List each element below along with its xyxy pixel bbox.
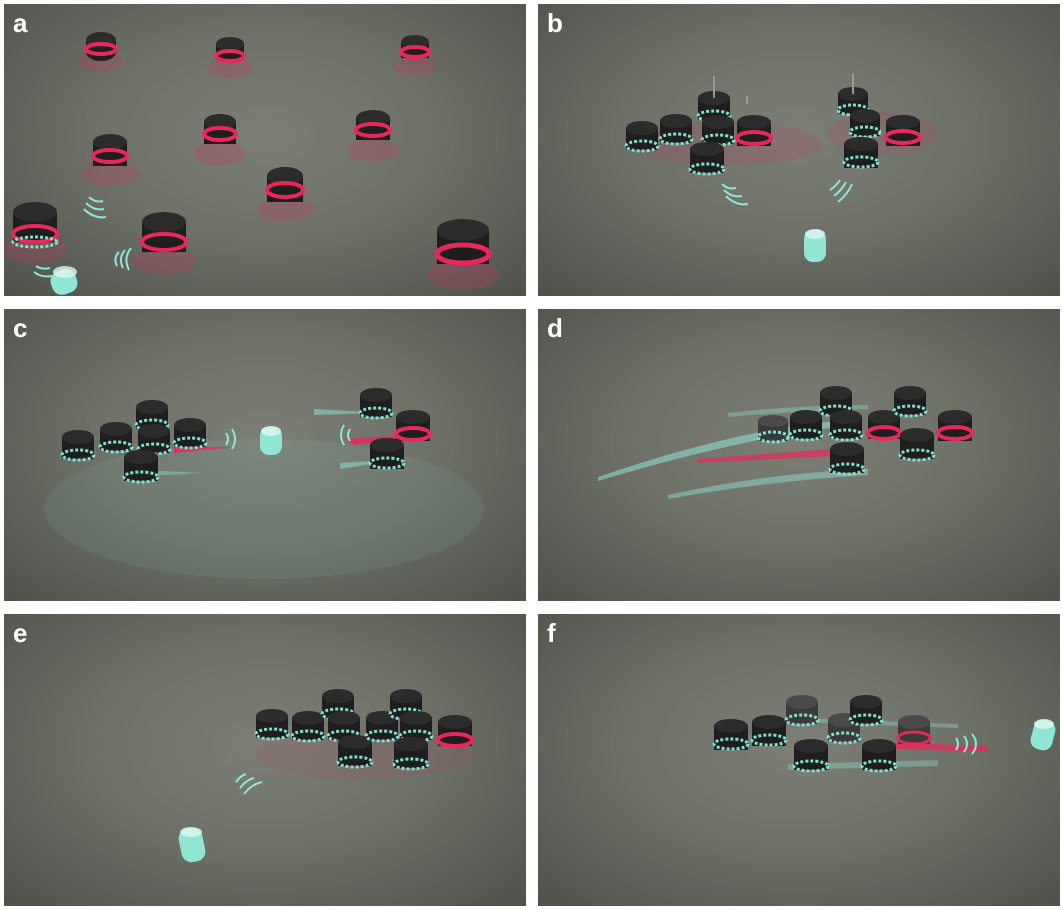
panel-label: e xyxy=(13,618,28,648)
robot xyxy=(79,32,123,72)
robot-cluster xyxy=(254,689,474,780)
beacon xyxy=(178,827,206,863)
robot-cluster xyxy=(756,386,974,476)
panel-f: f xyxy=(538,614,1060,906)
robot xyxy=(257,167,313,222)
panel-label: a xyxy=(13,8,28,38)
robot-cluster xyxy=(712,695,932,773)
panel-label: c xyxy=(13,313,28,343)
panel-a: a xyxy=(4,4,526,296)
signal-arcs xyxy=(955,733,977,755)
robot-scene xyxy=(178,689,474,863)
robot xyxy=(132,212,196,275)
signal-arcs xyxy=(721,179,853,206)
beacon xyxy=(804,229,826,262)
robot-cluster-left xyxy=(624,76,823,176)
panel-b: b xyxy=(538,4,1060,296)
panel-label: b xyxy=(547,8,563,38)
beacon xyxy=(50,266,78,295)
panel-label: f xyxy=(547,618,556,648)
robot xyxy=(347,110,399,162)
beacon xyxy=(260,426,282,455)
signal-arcs xyxy=(235,773,263,795)
panel-e: e xyxy=(4,614,526,906)
robot-scene xyxy=(624,74,938,262)
panel-d: d xyxy=(538,309,1060,601)
robot xyxy=(4,202,67,263)
robot-cluster-left xyxy=(60,400,208,484)
robot-cluster-right xyxy=(828,74,938,169)
robot-scene xyxy=(44,388,484,579)
robot xyxy=(208,37,252,78)
robot xyxy=(427,219,499,290)
robot-scene xyxy=(4,32,499,295)
robot xyxy=(393,35,437,76)
panel-label: d xyxy=(547,313,563,343)
robot-scene xyxy=(712,695,1056,773)
beacon xyxy=(1030,719,1056,751)
robot-scene xyxy=(598,386,974,499)
robot-cluster-right xyxy=(358,388,432,470)
signal-arcs xyxy=(225,424,351,450)
motion-trail xyxy=(598,405,868,499)
signal-arcs xyxy=(33,196,132,278)
robot xyxy=(194,114,246,166)
robot xyxy=(82,134,138,186)
panel-c: c xyxy=(4,309,526,601)
